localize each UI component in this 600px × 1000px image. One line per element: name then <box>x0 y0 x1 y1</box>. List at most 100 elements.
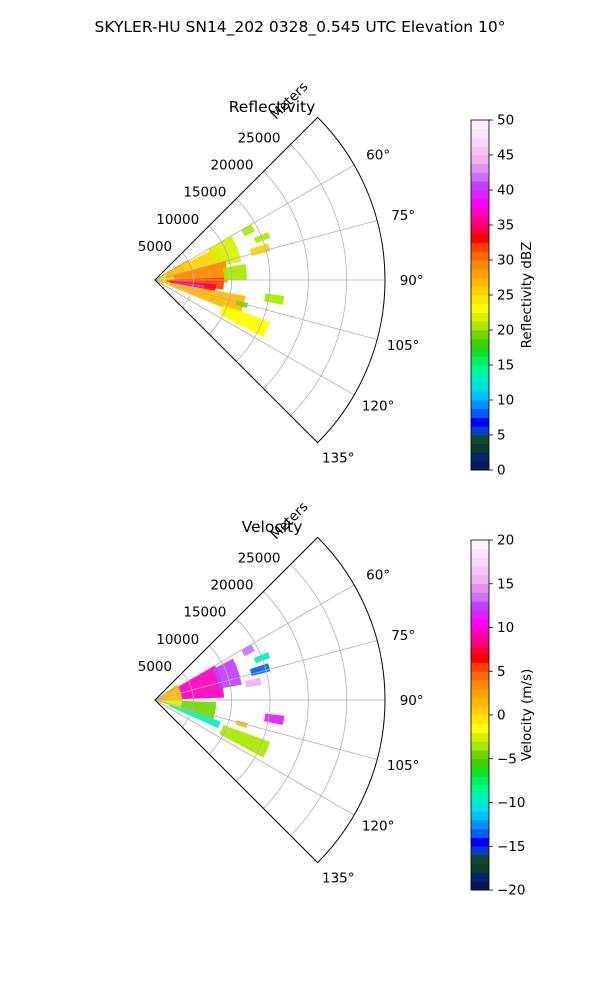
angle-tick-label: 90° <box>400 273 424 289</box>
colorbar-segment <box>471 863 489 873</box>
colorbar-segment <box>471 242 489 252</box>
colorbar-tick-label: 35 <box>497 218 514 234</box>
colorbar-segment <box>471 566 489 576</box>
colorbar-tick-label: 5 <box>497 664 506 680</box>
polar-frame <box>154 116 386 444</box>
colorbar-tick-label: −20 <box>497 883 526 899</box>
colorbar-segment <box>471 785 489 795</box>
radial-tick-label: 5000 <box>138 659 172 675</box>
radial-tick-label: 20000 <box>210 578 253 594</box>
colorbar-segment <box>471 741 489 751</box>
colorbar-segment <box>471 365 489 375</box>
colorbar-segment <box>471 146 489 156</box>
colorbar-segment <box>471 443 489 453</box>
velocity-panel: 5000 10000 15000 20000 25000 60° 75° 90° 105° 120… <box>138 499 535 899</box>
colorbar-segment <box>471 295 489 305</box>
colorbar-segment <box>471 697 489 707</box>
colorbar-segment <box>471 426 489 436</box>
colorbar-segment <box>471 767 489 777</box>
colorbar-segment <box>471 260 489 270</box>
angle-tick-label: 105° <box>387 758 420 774</box>
data-layer <box>156 224 285 338</box>
data-region <box>173 261 228 283</box>
colorbar-segment <box>471 155 489 165</box>
colorbar-segment <box>471 198 489 208</box>
colorbar-tick-label: 25 <box>497 288 514 304</box>
panel-title: Reflectivity <box>229 98 316 116</box>
colorbar-segment <box>471 321 489 331</box>
colorbar: 0 5 10 15 20 25 30 35 40 45 50 Reflectivity dBZ <box>470 113 535 479</box>
colorbar-segment <box>471 120 489 130</box>
colorbar-segment <box>471 382 489 392</box>
colorbar-tick-label: 10 <box>497 393 514 409</box>
angle-tick-label: 135° <box>322 870 355 886</box>
colorbar-segment <box>471 855 489 865</box>
colorbar-segment <box>471 583 489 593</box>
colorbar-segment <box>471 181 489 191</box>
grid-spoke <box>154 699 378 760</box>
colorbar-segment <box>471 557 489 567</box>
colorbar-segment <box>471 846 489 856</box>
colorbar-segment <box>471 391 489 401</box>
colorbar-segment <box>471 461 489 471</box>
data-region <box>264 713 285 725</box>
colorbar-segment <box>471 881 489 891</box>
colorbar-segment <box>471 723 489 733</box>
colorbar-segment <box>471 400 489 410</box>
colorbar-segment <box>471 251 489 261</box>
colorbar-segment <box>471 653 489 663</box>
colorbar-segment <box>471 408 489 418</box>
radial-tick-label: 25000 <box>238 130 281 146</box>
colorbar-segment <box>471 216 489 226</box>
data-region <box>241 644 255 657</box>
data-region <box>264 293 285 305</box>
colorbar-tick-label: 45 <box>497 148 514 164</box>
data-region <box>219 304 271 338</box>
angle-tick-label: 60° <box>366 568 390 584</box>
colorbar-tick-label: −5 <box>497 751 517 767</box>
colorbar-segment <box>471 627 489 637</box>
colorbar-segment <box>471 706 489 716</box>
grid-spoke <box>154 279 378 340</box>
radial-tick-label: 10000 <box>156 632 199 648</box>
colorbar-segment <box>471 330 489 340</box>
angle-tick-label: 105° <box>387 338 420 354</box>
colorbar-segment <box>471 776 489 786</box>
colorbar-segment <box>471 137 489 147</box>
colorbar-segment <box>471 128 489 138</box>
colorbar-segment <box>471 268 489 278</box>
colorbar-segment <box>471 452 489 462</box>
angle-tick-label: 75° <box>391 208 415 224</box>
data-region <box>173 282 205 288</box>
radial-tick-label: 5000 <box>138 239 172 255</box>
colorbar-segment <box>471 715 489 725</box>
data-layer <box>156 644 285 758</box>
radial-tick-label: 20000 <box>210 158 253 174</box>
grid-spoke <box>154 699 355 816</box>
colorbar-segment <box>471 618 489 628</box>
grid-spoke <box>154 584 355 701</box>
data-region <box>180 700 217 719</box>
colorbar-segment <box>471 828 489 838</box>
colorbar-tick-label: 15 <box>497 576 514 592</box>
colorbar-segment <box>471 207 489 217</box>
colorbar-segment <box>471 872 489 882</box>
colorbar-label: Velocity (m/s) <box>519 669 535 762</box>
colorbar-tick-label: 20 <box>497 323 514 339</box>
data-region <box>222 264 247 280</box>
colorbar-segment <box>471 671 489 681</box>
colorbar-segment <box>471 758 489 768</box>
colorbar-label: Reflectivity dBZ <box>519 242 535 349</box>
colorbar-segment <box>471 601 489 611</box>
colorbar-tick-label: 50 <box>497 113 514 129</box>
colorbar-tick-label: 15 <box>497 358 514 374</box>
colorbar-segment <box>471 233 489 243</box>
grid-spoke <box>154 279 355 396</box>
colorbar-tick-label: −15 <box>497 839 526 855</box>
colorbar-segment <box>471 688 489 698</box>
colorbar-segment <box>471 592 489 602</box>
radial-tick-label: 15000 <box>183 605 226 621</box>
angle-tick-label: 135° <box>322 450 355 466</box>
radial-tick-label: 25000 <box>238 550 281 566</box>
angle-tick-label: 90° <box>400 693 424 709</box>
